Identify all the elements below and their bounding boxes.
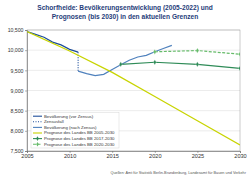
x-tick: 2005 [21,151,33,159]
y-tick: 10,000 [8,47,27,53]
series-line [121,62,240,68]
legend-label: Prognose des Landes BB 2005-2030 [44,131,115,136]
x-axis: 2005 2010 2015 2020 2025 2030 [21,151,246,159]
legend-swatch [33,116,42,117]
y-tick: 9,500 [11,67,27,73]
y-tick-label: 8,000 [11,128,24,134]
x-tick: 2015 [106,151,118,159]
legend-box [31,112,119,148]
y-axis-line [25,31,28,152]
y-tick-mark [25,50,27,51]
x-tick-label: 2010 [64,153,76,159]
series-marker [238,52,240,57]
chart: Schorfheide: Bevölkerungsentwicklung (20… [0,0,250,177]
y-axis: 7,5008,0008,5009,0009,50010,00010,500 [8,27,28,154]
x-tick-label: 2015 [106,153,118,159]
legend-label: Bevölkerung (nach Zensus) [44,125,97,130]
y-tick-label: 10,000 [8,47,24,53]
source-note: Quellen: Amt für Statistik Berlin-Brande… [111,171,247,175]
y-tick-label: 9,500 [11,67,24,73]
series-marker [196,62,199,67]
data-area [27,32,240,145]
series-line [27,32,240,145]
series-marker [196,48,199,53]
legend-label: Bevölkerung (vor Zensus) [44,114,94,119]
y-tick-mark [25,131,27,132]
y-tick: 8,500 [11,108,27,114]
legend-swatch [33,121,42,122]
y-tick: 8,000 [11,128,27,134]
grid-line [27,90,240,91]
grid-line [27,70,240,71]
legend-marker [36,142,39,147]
x-tick: 2010 [64,151,76,159]
y-tick-label: 9,000 [11,88,24,94]
x-tick-label: 2025 [192,153,204,159]
series-line [78,45,172,75]
series-marker [153,49,156,54]
y-tick-label: 8,500 [11,108,24,114]
x-tick-label: 2020 [149,153,161,159]
x-tick-label: 2005 [21,153,33,159]
grid [27,30,240,151]
legend-swatch [33,132,42,133]
y-tick-mark [25,111,27,112]
y-tick-mark [25,151,27,152]
y-tick-mark [25,70,27,71]
x-tick: 2020 [149,151,161,159]
legend-swatch [33,127,42,128]
legend-marker [36,136,39,141]
title: Schorfheide: Bevölkerungsentwicklung (20… [37,4,213,12]
grid-line [27,110,240,111]
y-tick: 10,500 [8,27,27,33]
y-tick: 9,000 [11,88,27,94]
legend-label: Prognose des Landes BB 2017-2030 [44,136,115,141]
x-tick-label: 2030 [234,153,246,159]
grid-line [27,50,240,51]
series-marker [153,60,156,65]
x-axis-line [28,152,241,154]
legend-label: Zensusfall [44,119,64,124]
legend: Bevölkerung (vor Zensus)ZensusfallBevölk… [31,112,119,148]
plot-frame [27,30,240,151]
y-tick-mark [25,91,27,92]
series-marker [119,62,122,67]
y-tick-mark [25,30,27,31]
series-marker [238,66,240,71]
y-tick-label: 10,500 [8,27,24,33]
legend-label: Prognose des Landes BB 2020-2030 [44,142,115,147]
plot: 7,5008,0008,5009,0009,50010,00010,500200… [8,27,247,159]
subtitle: Prognosen (bis 2030) in den aktuellen Gr… [52,13,199,21]
x-tick: 2030 [234,151,246,159]
x-tick: 2025 [192,151,204,159]
